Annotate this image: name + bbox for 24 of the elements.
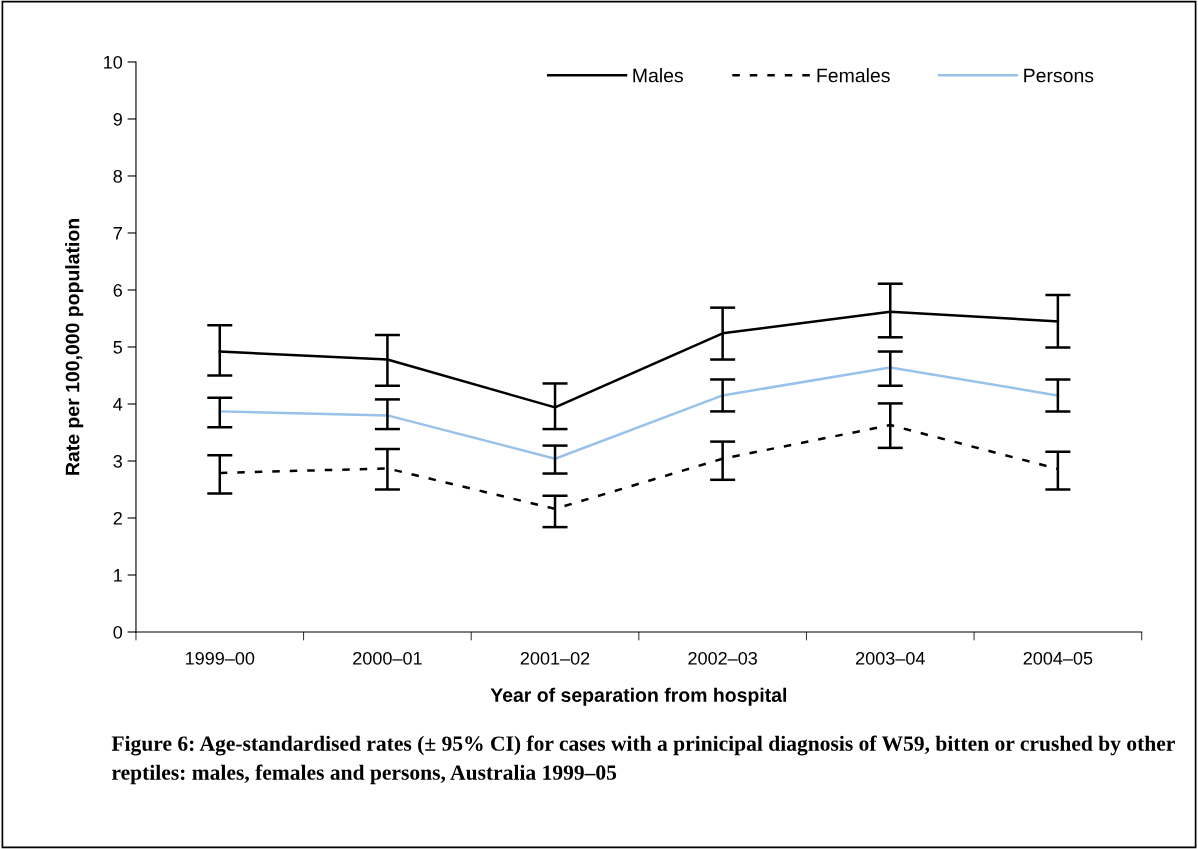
y-tick-label: 7 <box>113 227 122 240</box>
y-tick-label: 4 <box>113 398 123 411</box>
y-tick-label: 9 <box>113 112 122 126</box>
y-tick-label: 0 <box>113 625 123 639</box>
y-axis-title: Rate per 100,000 population <box>65 219 84 475</box>
y-tick-label: 2 <box>113 511 122 525</box>
x-tick-label: 2000–01 <box>353 651 422 665</box>
x-tick-label: 1999–00 <box>186 651 255 665</box>
x-axis-title: Year of separation from hospital <box>490 687 787 706</box>
x-tick-label: 2001–02 <box>520 651 590 665</box>
y-tick-label: 10 <box>104 55 123 69</box>
line-series <box>218 366 1060 460</box>
y-tick-label: 6 <box>113 283 122 297</box>
x-tick-label: 2002–03 <box>688 651 757 665</box>
x-tick-label: 2004–05 <box>1023 651 1093 665</box>
y-tick-label: 3 <box>113 454 122 468</box>
y-tick-label: 5 <box>113 341 123 354</box>
legend-label: Females <box>817 68 890 83</box>
y-tick-label: 8 <box>113 169 122 183</box>
y-tick-label: 1 <box>114 569 122 582</box>
x-tick-label: 2003–04 <box>856 651 925 665</box>
legend-label: Persons <box>1024 68 1094 83</box>
caption: Figure 6: Age-standardised rates (± 95% CI) for cases with a prinicipal diagnosis of W59, bitten or crushed by other reptiles: males, females and persons, Australia 1999–05 <box>111 735 1175 785</box>
legend-label: Males <box>633 68 683 83</box>
